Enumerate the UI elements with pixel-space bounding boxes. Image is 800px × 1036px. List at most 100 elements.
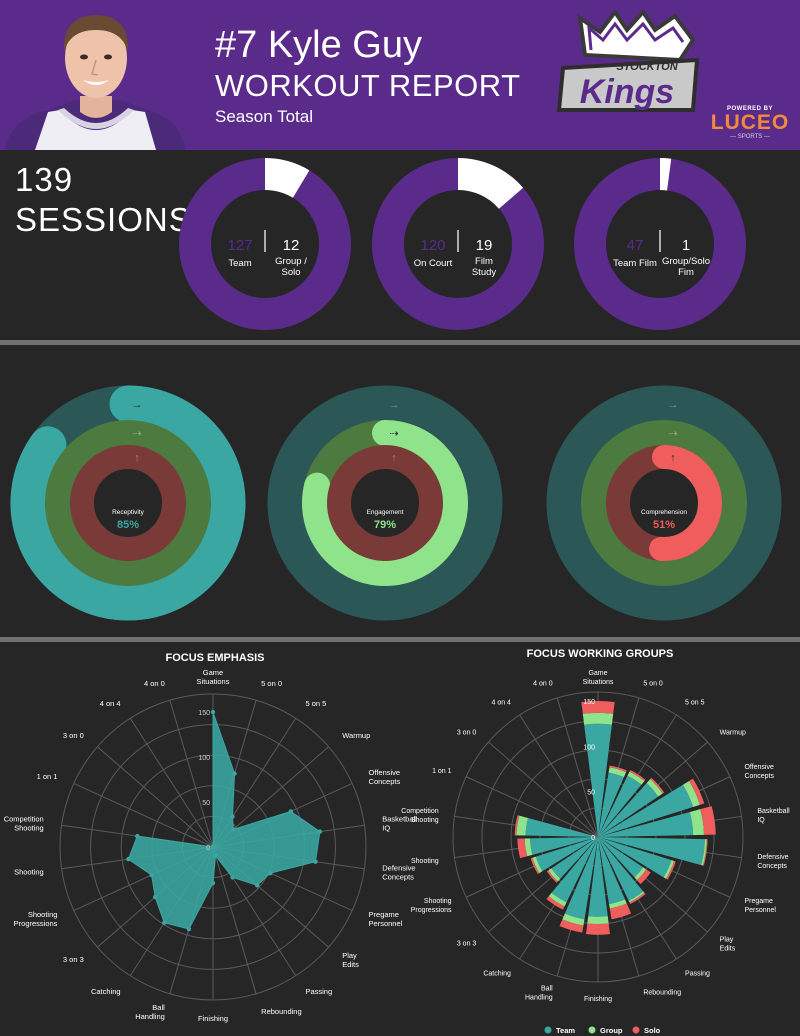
radar-point xyxy=(268,870,273,876)
radial-category-label: 3 on 3 xyxy=(457,940,477,947)
gauge-ring-value-middle xyxy=(302,420,468,586)
radial-category-label-line: 1 on 1 xyxy=(432,768,452,775)
legend-swatch-team xyxy=(544,1026,552,1034)
gauge-ring-track-inner xyxy=(70,445,186,561)
legend-swatch-group xyxy=(588,1026,596,1034)
radar-category-label: Catching xyxy=(91,987,121,996)
gauge-ring-track-outer xyxy=(546,385,782,621)
radar-point xyxy=(210,880,216,886)
radar-point xyxy=(135,833,140,839)
radial-spoke xyxy=(519,714,599,838)
radial-category-label-line: 3 on 3 xyxy=(457,940,477,947)
donut-primary-value: 127 xyxy=(227,237,252,254)
donut-secondary-label: Group / xyxy=(275,256,307,267)
gauge-ring-arrow-icon: ↑ xyxy=(670,452,676,464)
team-logo-top-text: STOCKTON xyxy=(616,61,678,73)
radial-bar-group xyxy=(608,767,627,778)
radial-bar-team xyxy=(598,784,694,837)
radial-category-label-line: Competition xyxy=(401,808,438,815)
radar-category-label-line: Warmup xyxy=(342,731,370,740)
radial-bar-group xyxy=(582,712,614,725)
radial-bar-team xyxy=(598,775,642,837)
session-donut-charts: 127 Team 12 Group /Solo 120 On Court 19 FilmStu… xyxy=(179,158,746,330)
radar-category-label-line: Catching xyxy=(91,987,121,996)
radial-spoke xyxy=(465,776,599,838)
legend-label: Group xyxy=(600,1026,623,1035)
radar-category-label-line: Shooting xyxy=(14,867,44,876)
radial-tick-label: 0 xyxy=(591,835,595,842)
radar-category-label-line: Pregame xyxy=(369,910,399,919)
radial-bar-team xyxy=(598,772,624,837)
donut-secondary-label: Study xyxy=(472,267,497,278)
radial-category-label-line: Concepts xyxy=(744,773,774,780)
radar-category-label-line: Game xyxy=(203,668,223,677)
team-logo-main-text: Kings xyxy=(580,73,674,111)
radial-category-label-line: Ball xyxy=(541,985,553,992)
radar-category-label-line: Handling xyxy=(135,1012,165,1021)
radial-category-label-line: Finishing xyxy=(584,996,612,1003)
radial-bar-solo xyxy=(665,860,676,880)
radial-category-label: 5 on 5 xyxy=(685,700,705,707)
donut-primary-value: 120 xyxy=(420,237,445,254)
gauge-label: Comprehension xyxy=(641,509,687,516)
sessions-summary: 139 SESSIONS xyxy=(15,160,192,240)
radar-category-label-line: Concepts xyxy=(369,777,401,786)
radar-category-label: Shooting xyxy=(14,867,44,876)
radial-bar-team xyxy=(535,837,598,872)
legend-label: Solo xyxy=(644,1026,661,1035)
donut-secondary-label: Fim xyxy=(678,267,694,278)
section-divider xyxy=(0,637,800,642)
radial-category-label-line: Handling xyxy=(525,994,553,1001)
radar-category-label: 4 on 4 xyxy=(100,699,121,708)
radar-point xyxy=(126,856,131,862)
gauge-ring-value-inner xyxy=(649,445,722,561)
radar-area xyxy=(127,711,321,930)
radial-category-label-line: Shooting xyxy=(424,898,452,905)
radial-category-label: Play Edits xyxy=(720,936,736,952)
radial-bar-solo xyxy=(700,806,716,835)
report-period: Season Total xyxy=(215,107,313,126)
radar-tick-label: 0 xyxy=(206,845,210,852)
radial-bar-solo xyxy=(546,870,558,883)
radial-category-label-line: Progressions xyxy=(411,907,452,914)
radar-point xyxy=(232,771,237,776)
radial-bar-solo xyxy=(609,765,627,773)
radial-bar-solo xyxy=(636,869,651,885)
radial-category-label: Competition Shooting xyxy=(401,808,438,824)
gauge-ring-arrow-icon: ↑ xyxy=(391,452,397,464)
radar-point xyxy=(230,875,235,880)
gauge-ring-arrow-icon: → xyxy=(389,399,400,411)
radial-category-label-line: Shooting xyxy=(411,817,439,824)
radial-spoke xyxy=(488,741,599,838)
radar-category-label-line: Play xyxy=(342,951,357,960)
gauge-ring-arrow-icon: → xyxy=(132,399,143,411)
radar-category-label-line: 5 on 5 xyxy=(305,699,326,708)
radial-bar-solo xyxy=(546,896,565,910)
report-title: WORKOUT REPORT xyxy=(215,68,521,103)
radial-category-label-line: Passing xyxy=(685,970,710,977)
sessions-label: SESSIONS xyxy=(15,201,192,238)
radial-bar-solo xyxy=(702,839,708,866)
radial-bar-group xyxy=(587,916,609,924)
radar-point xyxy=(186,926,192,932)
sponsor-logo: POWERED BY LUCEO — SPORTS — xyxy=(705,106,795,140)
radar-category-label-line: 4 on 0 xyxy=(144,679,165,688)
radial-category-label: Defensive Concepts xyxy=(757,854,788,870)
radial-bar-solo xyxy=(581,701,615,714)
gauge-value: 79% xyxy=(374,519,396,531)
radial-category-label: 3 on 0 xyxy=(457,730,477,737)
radial-tick-label: 50 xyxy=(587,790,595,797)
radar-spoke xyxy=(212,846,257,994)
gauge-value: 85% xyxy=(117,519,139,531)
radar-category-label-line: Edits xyxy=(342,960,359,969)
radar-category-label: Ball Handling xyxy=(135,1003,165,1021)
radial-category-label: Game Situations xyxy=(583,670,614,686)
radar-point xyxy=(288,809,293,814)
radial-bar-solo xyxy=(559,919,584,933)
team-logo: STOCKTON Kings xyxy=(556,10,700,112)
radial-bar-group xyxy=(532,856,543,874)
player-title: #7 Kyle Guy xyxy=(215,24,422,66)
radar-tick-label: 100 xyxy=(198,755,210,762)
gauge-ring-arrow-icon: ⇢ xyxy=(668,428,677,440)
player-photo xyxy=(5,15,185,150)
